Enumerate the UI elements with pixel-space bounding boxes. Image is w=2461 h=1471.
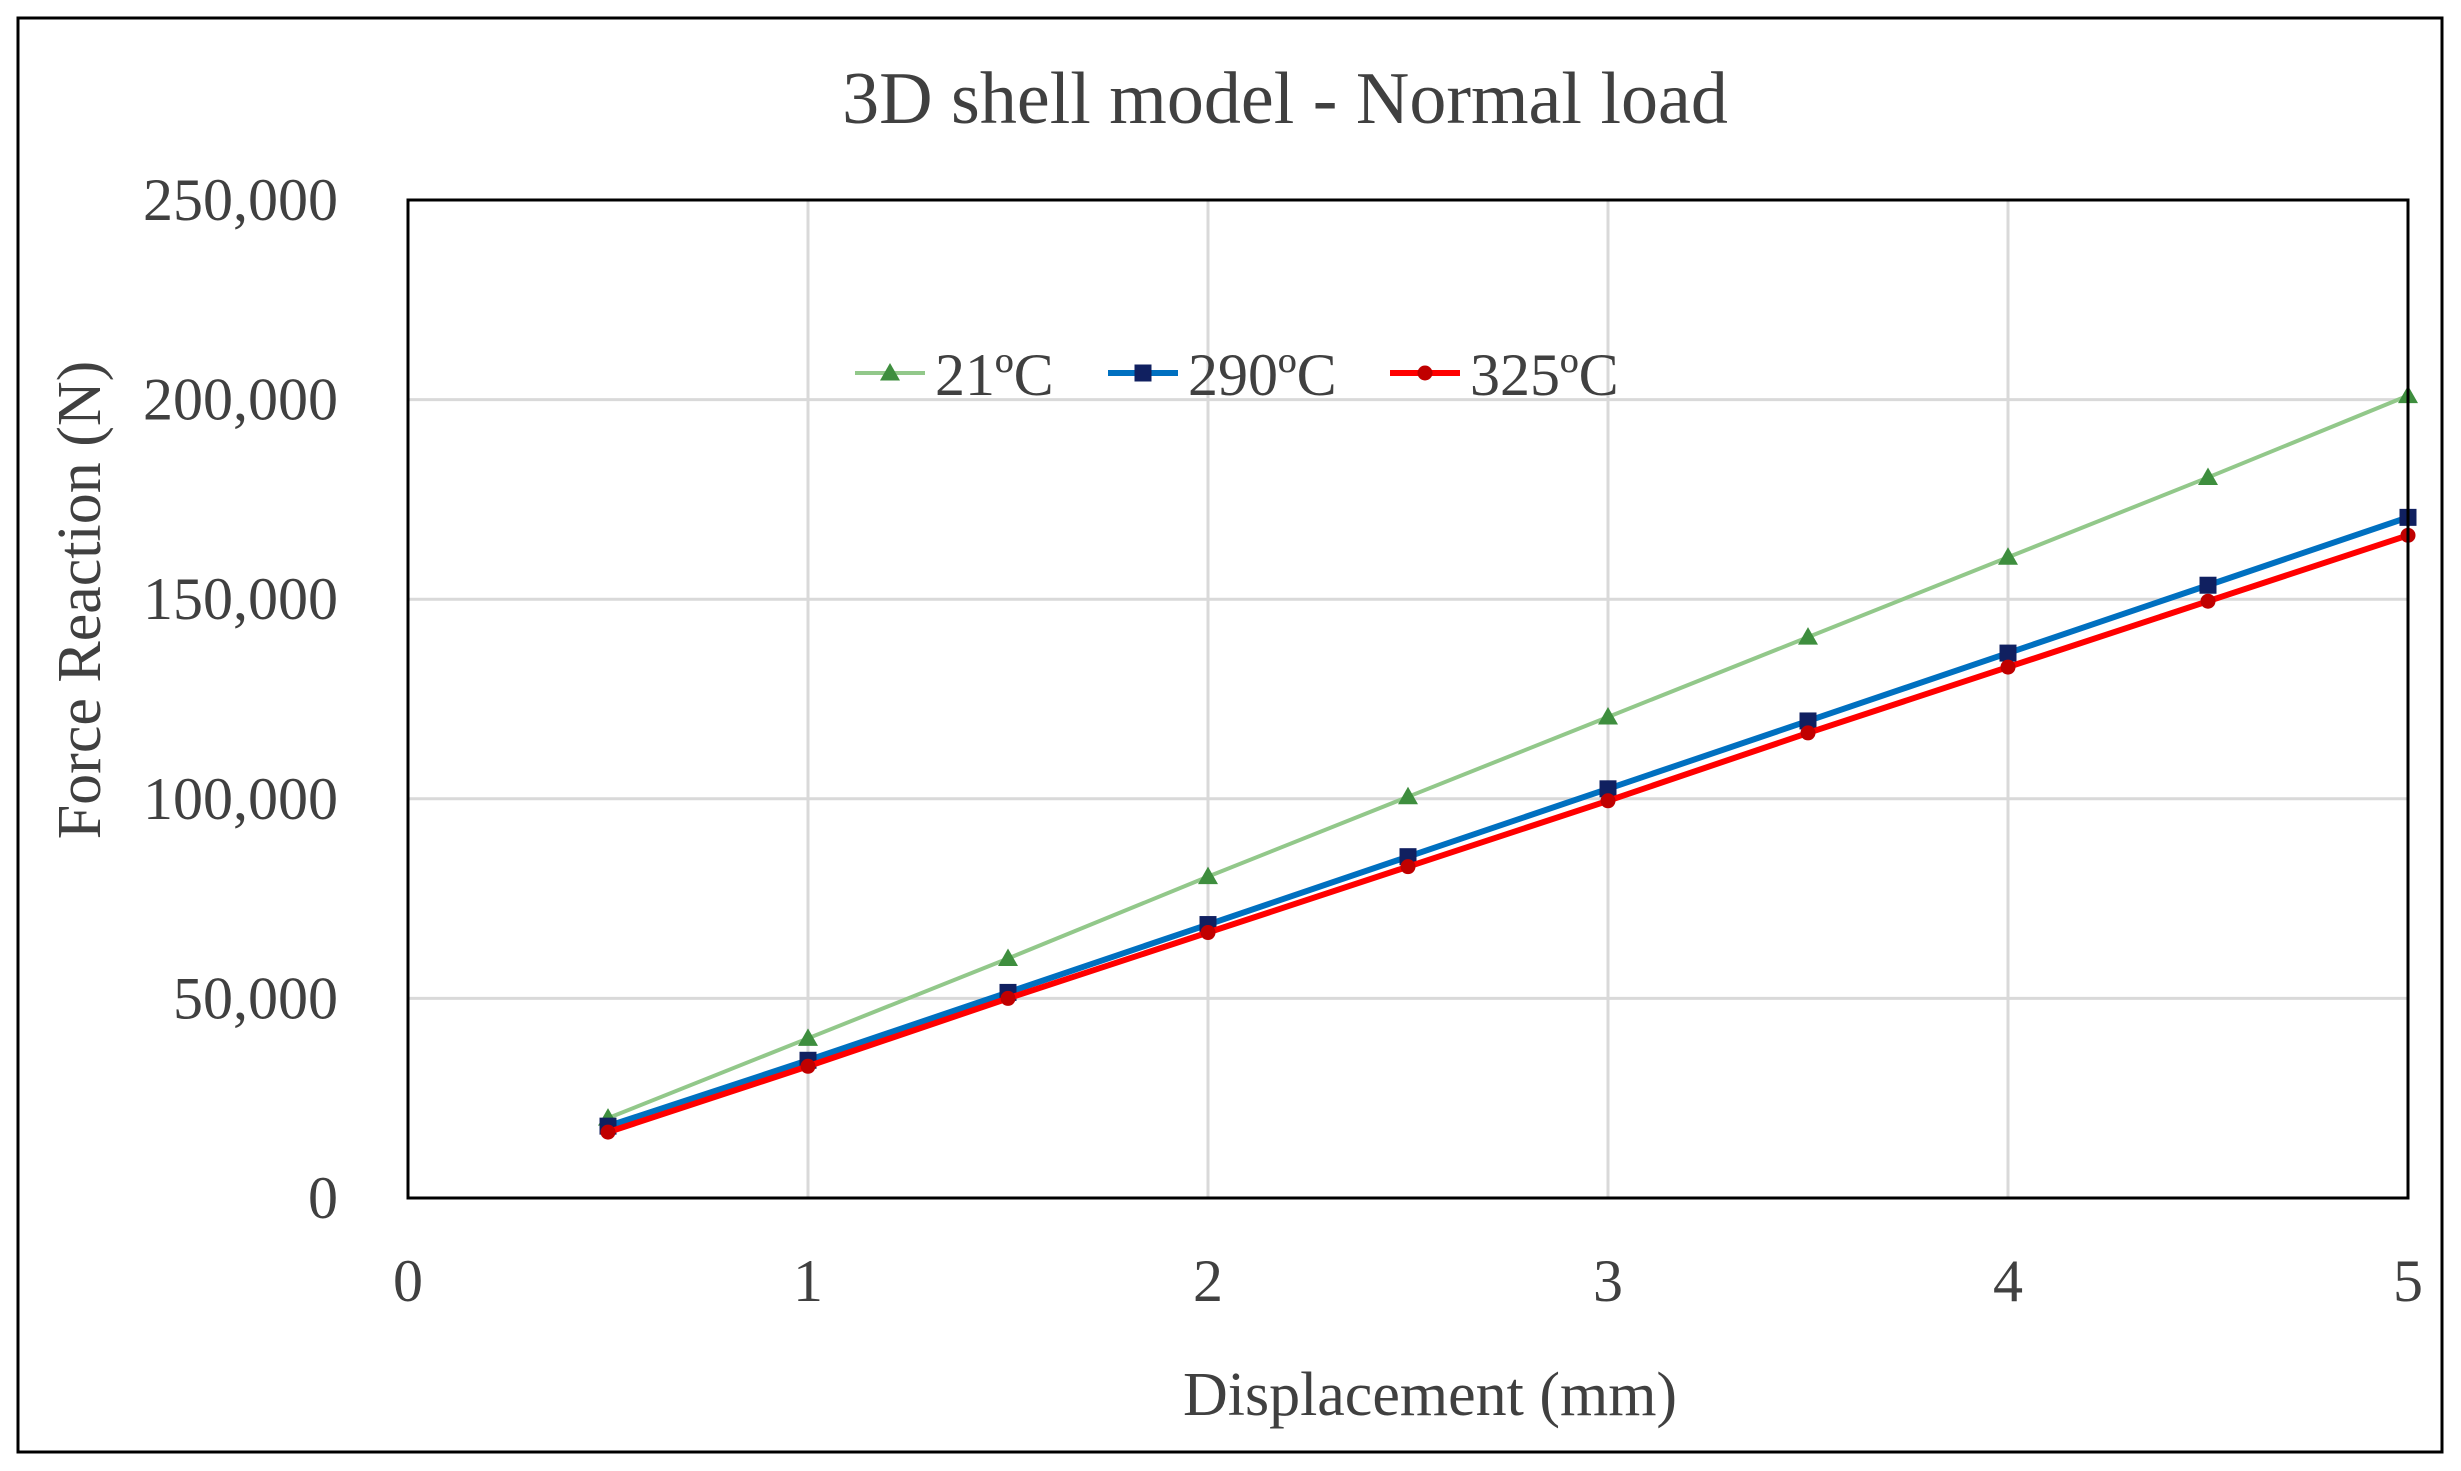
legend-item: 325ºC: [1390, 342, 1619, 408]
data-point-marker: [1798, 627, 1818, 645]
data-point-marker: [1000, 990, 1016, 1006]
legend-item: 21ºC: [855, 342, 1054, 408]
series-line: [607, 532, 2409, 1135]
x-tick-label: 0: [393, 1248, 423, 1314]
x-tick-label: 3: [1593, 1248, 1623, 1314]
legend: 21ºC 290ºC 325ºC: [855, 342, 1619, 408]
data-point-marker: [800, 1058, 816, 1074]
data-point-marker: [1598, 706, 1618, 725]
x-tick-label: 1: [793, 1248, 823, 1314]
data-point-marker: [1600, 793, 1616, 809]
data-point-marker: [880, 363, 900, 381]
data-point-marker: [1417, 365, 1433, 381]
legend-label: 290ºC: [1188, 342, 1337, 408]
y-tick-label: 50,000: [173, 965, 338, 1031]
data-point-marker: [1799, 712, 1817, 730]
y-axis-ticks: 0 50,000 100,000 150,000 200,000 250,000: [143, 167, 338, 1231]
legend-item: 290ºC: [1108, 342, 1337, 408]
x-tick-label: 4: [1993, 1248, 2023, 1314]
series-group: [598, 385, 2418, 1140]
data-point-marker: [1998, 547, 2018, 565]
data-point-marker: [2000, 659, 2016, 675]
data-point-marker: [1198, 866, 1218, 885]
y-tick-label: 200,000: [143, 367, 338, 433]
y-tick-label: 0: [308, 1165, 338, 1231]
y-tick-label: 150,000: [143, 566, 338, 632]
data-point-marker: [1398, 786, 1418, 805]
x-axis-ticks: 0 1 2 3 4 5: [393, 1248, 2423, 1314]
data-point-marker: [1599, 780, 1617, 798]
data-point-marker: [1999, 644, 2017, 662]
data-point-marker: [2198, 467, 2218, 485]
data-point-marker: [1134, 364, 1152, 382]
data-point-marker: [998, 948, 1018, 966]
x-tick-label: 5: [2393, 1248, 2423, 1314]
plot-frame: [406, 198, 2410, 1200]
y-axis-label: Force Reaction (N): [46, 361, 114, 840]
data-point-marker: [2199, 576, 2217, 594]
data-point-marker: [798, 1028, 818, 1046]
x-tick-label: 2: [1193, 1248, 1223, 1314]
series-line: [607, 514, 2409, 1129]
legend-label: 21ºC: [935, 342, 1054, 408]
chart-title: 3D shell model - Normal load: [842, 58, 1728, 140]
legend-label: 325ºC: [1470, 342, 1619, 408]
data-point-marker: [600, 1124, 616, 1140]
series-line: [607, 393, 2409, 1121]
y-tick-label: 250,000: [143, 167, 338, 233]
y-tick-label: 100,000: [143, 766, 338, 832]
data-point-marker: [2200, 593, 2216, 609]
series-3: [600, 527, 2416, 1140]
data-point-marker: [1400, 859, 1416, 875]
data-point-marker: [1800, 725, 1816, 741]
x-axis-label: Displacement (mm): [1183, 1361, 1677, 1429]
data-point-marker: [1200, 925, 1216, 941]
chart-frame: [16, 16, 2444, 1454]
